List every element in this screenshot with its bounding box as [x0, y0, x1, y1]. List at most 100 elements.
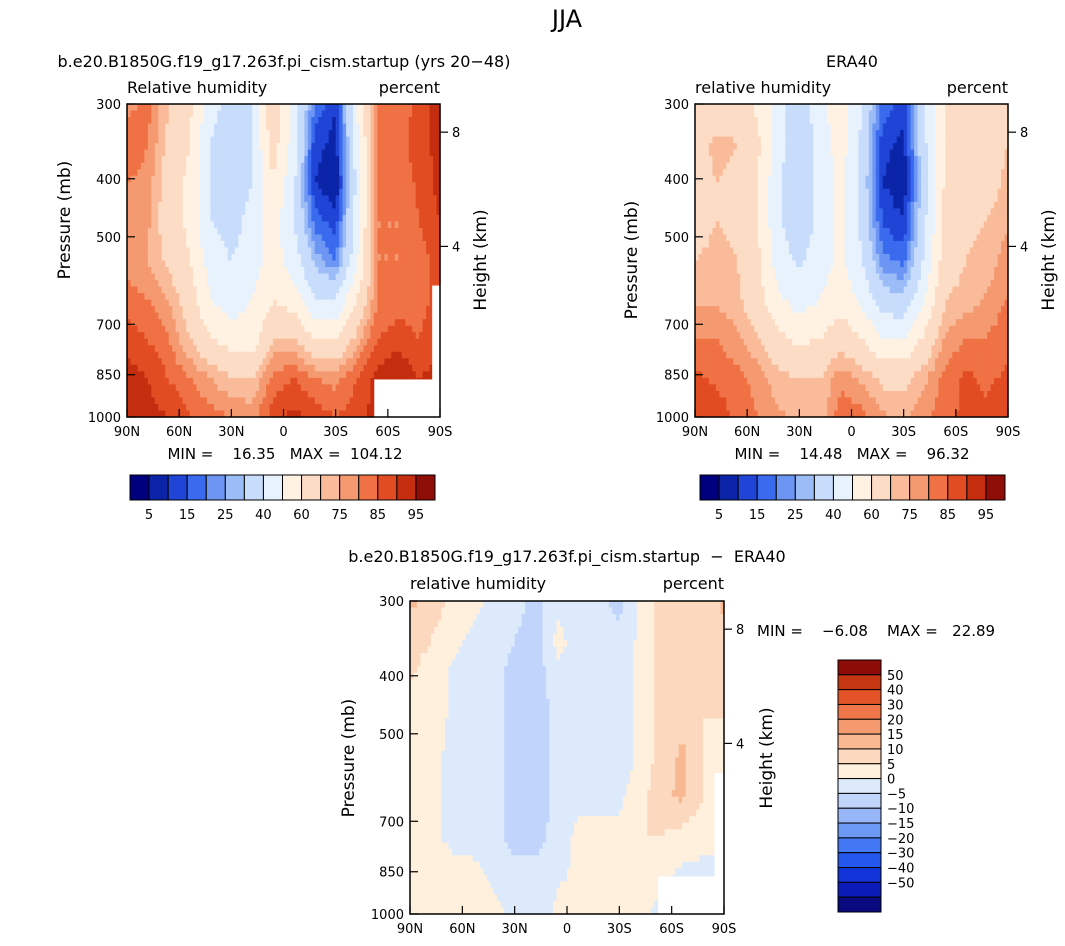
field-cell — [168, 312, 173, 320]
field-cell — [419, 130, 424, 138]
field-cell — [363, 136, 368, 144]
field-cell — [293, 234, 299, 242]
field-cell — [206, 397, 212, 405]
field-cell — [144, 403, 149, 412]
field-cell — [269, 201, 274, 209]
field-cell — [286, 175, 292, 183]
field-cell — [405, 364, 410, 372]
field-cell — [307, 182, 312, 190]
field-cell — [778, 123, 783, 131]
field-cell — [426, 195, 431, 203]
field-cell — [130, 130, 135, 138]
field-cell — [137, 201, 142, 209]
field-cell — [238, 188, 243, 196]
field-cell — [353, 182, 358, 190]
field-cell — [422, 332, 427, 340]
field-cell — [325, 403, 330, 412]
field-cell — [419, 188, 424, 196]
field-cell — [217, 195, 222, 203]
field-cell — [415, 273, 420, 281]
field-cell — [328, 351, 333, 359]
field-cell — [339, 403, 344, 412]
field-cell — [165, 345, 170, 353]
field-cell — [868, 136, 873, 144]
field-cell — [144, 397, 149, 405]
field-cell — [304, 149, 309, 157]
field-cell — [127, 169, 132, 177]
field-cell — [328, 410, 333, 418]
field-cell — [151, 397, 156, 405]
field-cell — [252, 201, 257, 209]
field-cell — [186, 117, 191, 125]
field-cell — [346, 227, 351, 236]
field-cell — [203, 358, 208, 366]
field-cell — [283, 260, 288, 268]
field-cell — [349, 371, 354, 379]
field-cell — [848, 110, 853, 118]
field-cell — [290, 286, 295, 294]
field-cell — [217, 234, 222, 242]
field-cell — [314, 299, 319, 307]
field-cell — [213, 182, 219, 190]
field-cell — [708, 110, 713, 118]
field-cell — [997, 104, 1002, 112]
field-cell — [286, 117, 292, 125]
field-cell — [370, 221, 375, 229]
field-cell — [151, 384, 156, 392]
field-cell — [405, 156, 410, 164]
field-cell — [349, 162, 354, 170]
field-cell — [196, 104, 201, 112]
field-cell — [712, 130, 717, 138]
field-cell — [373, 371, 378, 379]
field-cell — [224, 221, 229, 229]
field-cell — [147, 136, 152, 144]
field-cell — [234, 410, 239, 418]
field-cell — [259, 267, 264, 275]
field-cell — [353, 104, 358, 112]
field-cell — [293, 169, 299, 177]
field-cell — [987, 110, 992, 118]
field-cell — [165, 312, 170, 320]
field-cell — [297, 384, 302, 392]
field-cell — [213, 136, 219, 144]
field-cell — [127, 403, 132, 412]
field-cell — [133, 104, 139, 112]
field-cell — [154, 149, 159, 157]
field-cell — [293, 195, 299, 203]
field-cell — [140, 371, 145, 379]
field-cell — [335, 410, 340, 418]
field-cell — [293, 384, 299, 392]
field-cell — [137, 371, 142, 379]
field-cell — [293, 358, 299, 366]
field-cell — [768, 136, 773, 144]
field-cell — [342, 410, 347, 418]
field-cell — [332, 182, 337, 190]
field-cell — [408, 364, 413, 372]
field-cell — [910, 104, 915, 112]
field-cell — [252, 273, 257, 281]
field-cell — [210, 358, 215, 366]
field-cell — [241, 234, 246, 242]
field-cell — [280, 136, 285, 144]
field-cell — [387, 325, 392, 333]
field-cell — [280, 169, 285, 177]
field-cell — [259, 195, 264, 203]
field-cell — [165, 195, 170, 203]
field-cell — [342, 221, 347, 229]
field-cell — [286, 162, 292, 170]
field-cell — [140, 123, 145, 131]
field-cell — [398, 123, 403, 131]
field-cell — [349, 319, 354, 327]
field-cell — [380, 247, 385, 255]
field-cell — [130, 299, 135, 307]
field-cell — [245, 384, 250, 392]
field-cell — [726, 117, 731, 125]
field-cell — [196, 123, 201, 131]
field-cell — [307, 201, 312, 209]
field-cell — [224, 247, 229, 255]
field-cell — [318, 345, 323, 353]
field-cell — [994, 104, 999, 112]
field-cell — [332, 390, 337, 399]
field-cell — [318, 117, 323, 125]
field-cell — [377, 162, 382, 170]
